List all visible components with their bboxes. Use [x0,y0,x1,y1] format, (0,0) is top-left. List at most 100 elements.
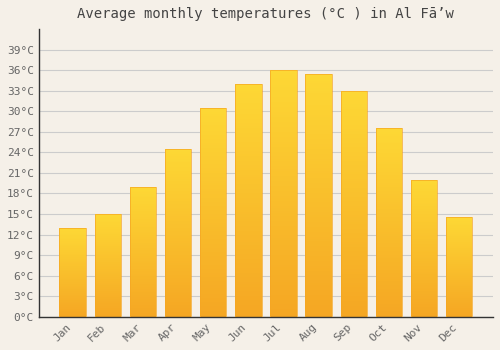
Bar [340,159,367,161]
Bar [200,279,226,281]
Bar [165,300,191,302]
Bar [411,215,438,217]
Bar [235,228,262,231]
Bar [165,219,191,221]
Bar [94,312,121,313]
Bar [130,265,156,266]
Bar [446,234,472,235]
Bar [94,289,121,290]
Bar [376,174,402,175]
Bar [165,218,191,219]
Bar [340,262,367,265]
Bar [235,205,262,207]
Bar [270,245,296,248]
Bar [376,185,402,187]
Bar [94,248,121,249]
Bar [94,259,121,260]
Bar [130,219,156,220]
Bar [446,293,472,294]
Bar [270,231,296,233]
Bar [130,236,156,237]
Bar [165,164,191,166]
Bar [130,204,156,205]
Bar [446,230,472,231]
Bar [306,188,332,190]
Bar [60,304,86,305]
Bar [270,110,296,112]
Bar [130,273,156,274]
Bar [270,105,296,107]
Bar [306,190,332,193]
Bar [340,168,367,170]
Bar [165,314,191,315]
Bar [235,254,262,256]
Bar [446,299,472,300]
Bar [306,183,332,186]
Bar [270,147,296,149]
Bar [130,237,156,239]
Bar [376,307,402,309]
Bar [94,266,121,267]
Bar [306,224,332,227]
Bar [200,212,226,215]
Bar [411,284,438,285]
Bar [60,240,86,241]
Bar [446,253,472,254]
Bar [270,238,296,240]
Bar [130,217,156,218]
Bar [235,280,262,282]
Bar [235,91,262,93]
Bar [94,307,121,308]
Bar [376,219,402,221]
Bar [306,130,332,132]
Bar [340,283,367,285]
Bar [200,170,226,173]
Bar [165,298,191,300]
Bar [446,251,472,252]
Bar [60,267,86,268]
Bar [130,222,156,223]
Bar [235,170,262,173]
Bar [340,174,367,177]
Bar [411,192,438,194]
Bar [235,163,262,166]
Bar [165,208,191,209]
Bar [340,249,367,251]
Bar [94,229,121,230]
Bar [60,302,86,303]
Bar [411,244,438,246]
Bar [340,145,367,147]
Bar [94,243,121,244]
Bar [376,266,402,268]
Bar [270,186,296,189]
Bar [446,263,472,264]
Bar [306,227,332,229]
Bar [200,198,226,200]
Bar [376,270,402,272]
Bar [165,230,191,231]
Bar [130,289,156,291]
Bar [306,200,332,203]
Bar [235,240,262,242]
Bar [165,158,191,159]
Bar [94,226,121,228]
Bar [270,208,296,211]
Bar [376,268,402,270]
Bar [270,223,296,225]
Bar [376,290,402,292]
Bar [200,277,226,279]
Bar [340,256,367,258]
Bar [165,280,191,281]
Bar [130,278,156,279]
Bar [340,296,367,299]
Bar [270,277,296,280]
Bar [130,266,156,267]
Bar [130,254,156,256]
Bar [306,176,332,178]
Bar [306,86,332,88]
Bar [130,283,156,284]
Bar [94,288,121,289]
Bar [235,212,262,214]
Bar [94,310,121,311]
Bar [235,277,262,280]
